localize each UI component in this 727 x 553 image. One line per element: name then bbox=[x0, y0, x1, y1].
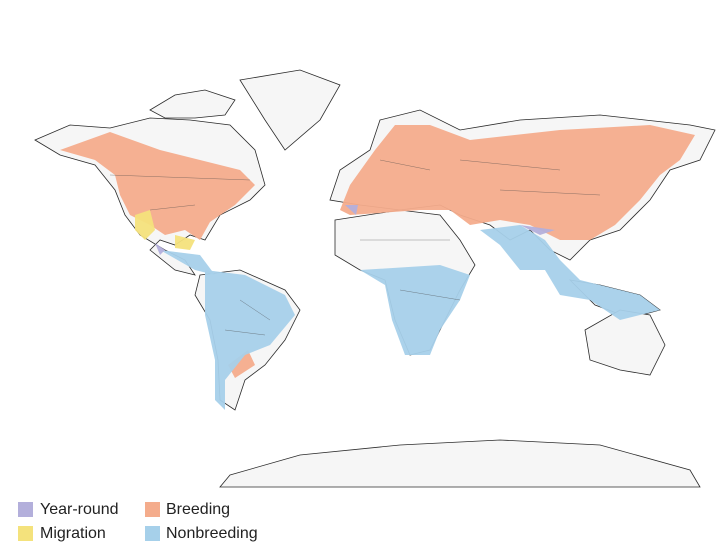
legend-label: Nonbreeding bbox=[166, 525, 258, 542]
breeding-range bbox=[340, 125, 695, 240]
ranges bbox=[60, 125, 695, 410]
legend-label: Breeding bbox=[166, 501, 230, 518]
nonbreeding-range bbox=[205, 270, 295, 410]
arctic-islands bbox=[149, 89, 236, 119]
legend-label: Migration bbox=[40, 525, 106, 542]
legend: Year-round Breeding Migration Nonbreedin… bbox=[18, 501, 258, 542]
legend-label: Year-round bbox=[40, 501, 119, 518]
migration-range bbox=[135, 210, 155, 240]
legend-swatch bbox=[18, 502, 33, 517]
nonbreeding-range bbox=[480, 225, 660, 320]
australia bbox=[584, 309, 666, 376]
year-round-range bbox=[345, 205, 358, 215]
breeding-range bbox=[60, 132, 255, 240]
legend-swatch bbox=[145, 502, 160, 517]
year-round-range bbox=[155, 243, 165, 255]
borders bbox=[109, 159, 601, 336]
year-round-range bbox=[520, 225, 555, 235]
legend-swatch bbox=[18, 526, 33, 541]
breeding-range bbox=[228, 350, 255, 378]
greenland bbox=[239, 69, 341, 151]
country-border bbox=[109, 159, 601, 336]
legend-swatch bbox=[145, 526, 160, 541]
migration-range bbox=[175, 235, 195, 250]
nonbreeding-range bbox=[360, 265, 470, 355]
nonbreeding-range bbox=[160, 250, 215, 275]
antarctica bbox=[219, 439, 701, 488]
